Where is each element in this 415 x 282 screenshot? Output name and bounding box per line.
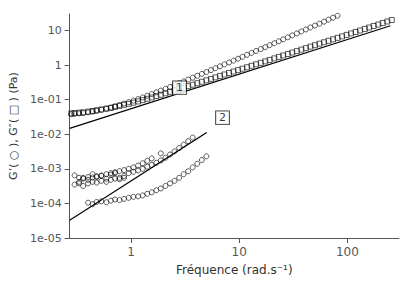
svg-text:2: 2 xyxy=(219,111,226,124)
svg-text:Fréquence (rad.s⁻¹): Fréquence (rad.s⁻¹) xyxy=(176,263,293,277)
svg-text:1e-05: 1e-05 xyxy=(30,232,62,245)
svg-text:1: 1 xyxy=(127,245,135,259)
svg-text:1: 1 xyxy=(55,59,62,72)
svg-text:G’( ○ ), G″( □ ) (Pa): G’( ○ ), G″( □ ) (Pa) xyxy=(7,72,20,180)
svg-text:1: 1 xyxy=(176,81,183,94)
svg-text:100: 100 xyxy=(336,245,359,259)
svg-text:1e-04: 1e-04 xyxy=(30,197,62,210)
svg-text:1e-02: 1e-02 xyxy=(30,128,62,141)
svg-text:1e-03: 1e-03 xyxy=(30,162,62,175)
svg-text:10: 10 xyxy=(48,24,62,37)
svg-text:10: 10 xyxy=(232,245,247,259)
svg-text:1e-01: 1e-01 xyxy=(30,93,62,106)
